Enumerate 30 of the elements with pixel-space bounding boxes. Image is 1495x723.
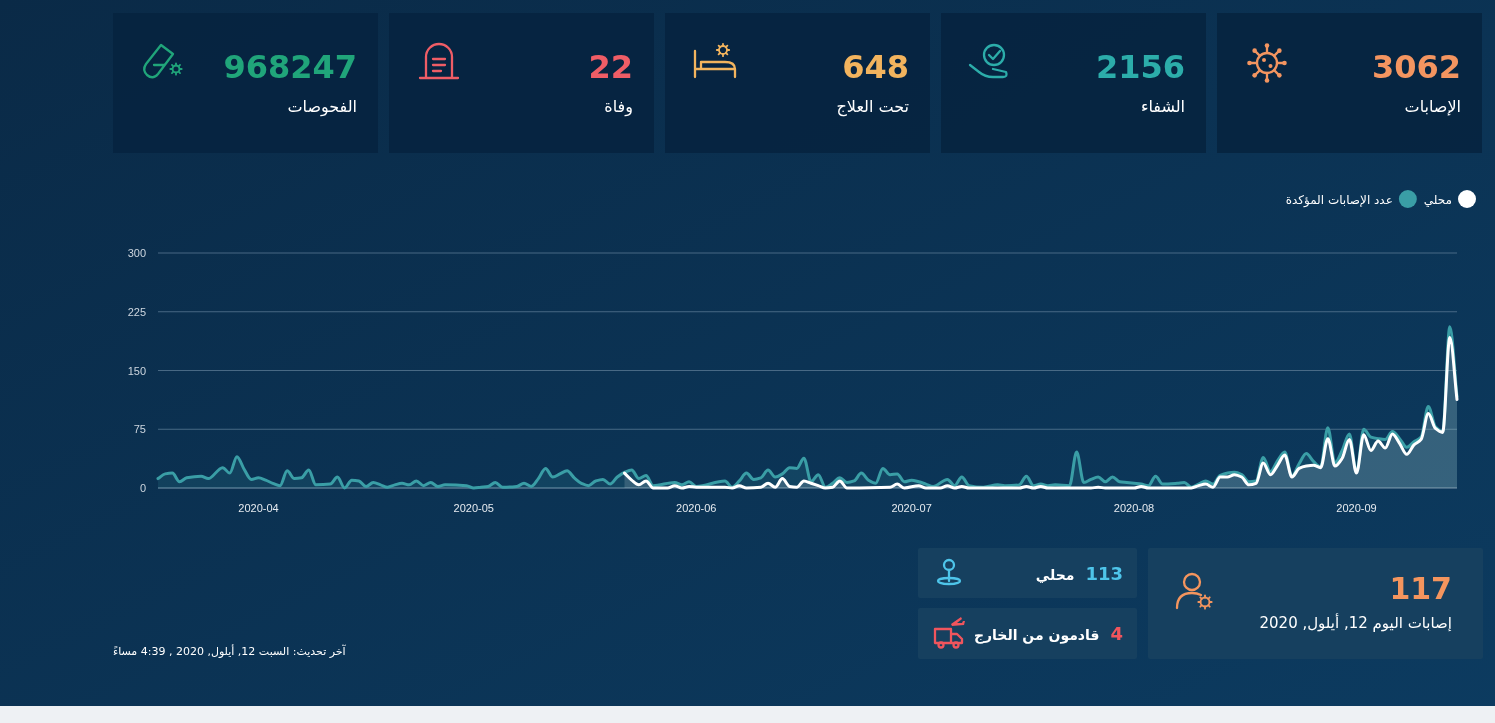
text: قادمون من الخارج — [973, 627, 1100, 644]
text: 117 — [1389, 571, 1452, 606]
text: الشفاء — [1140, 97, 1185, 116]
y-tick-label: 75 — [133, 423, 146, 436]
x-tick-label: 2020-09 — [1336, 502, 1377, 514]
x-tick-label: 2020-05 — [453, 502, 494, 514]
text: الفحوصات — [287, 97, 357, 117]
text: 648 — [842, 48, 909, 86]
text: 4 — [1110, 623, 1123, 644]
legend-label: عدد الإصابات المؤكدة — [1285, 193, 1393, 208]
text: وفاة — [604, 97, 633, 117]
y-tick-label: 0 — [139, 482, 146, 494]
text: 3062 — [1371, 48, 1461, 86]
text: آخر تحديث: السبت 12, أيلول, 2020 , 4:39 مساءً — [113, 644, 347, 658]
text: 22 — [588, 48, 633, 86]
text: تحت العلاج — [836, 97, 909, 117]
x-tick-label: 2020-08 — [1113, 502, 1155, 514]
text: 968247 — [223, 48, 357, 86]
y-tick-label: 150 — [127, 364, 146, 377]
legend-label: محلي — [1423, 193, 1452, 207]
y-tick-label: 225 — [127, 305, 146, 318]
y-tick-label: 300 — [127, 247, 146, 259]
text: 2156 — [1095, 48, 1185, 86]
x-tick-label: 2020-04 — [238, 502, 279, 514]
x-tick-label: 2020-07 — [891, 502, 932, 514]
text: الإصابات — [1404, 97, 1461, 116]
text: محلي — [1035, 567, 1075, 584]
text: إصابات اليوم 12, أيلول, 2020 — [1259, 613, 1452, 632]
x-tick-label: 2020-06 — [676, 502, 717, 514]
text: 113 — [1085, 563, 1123, 584]
